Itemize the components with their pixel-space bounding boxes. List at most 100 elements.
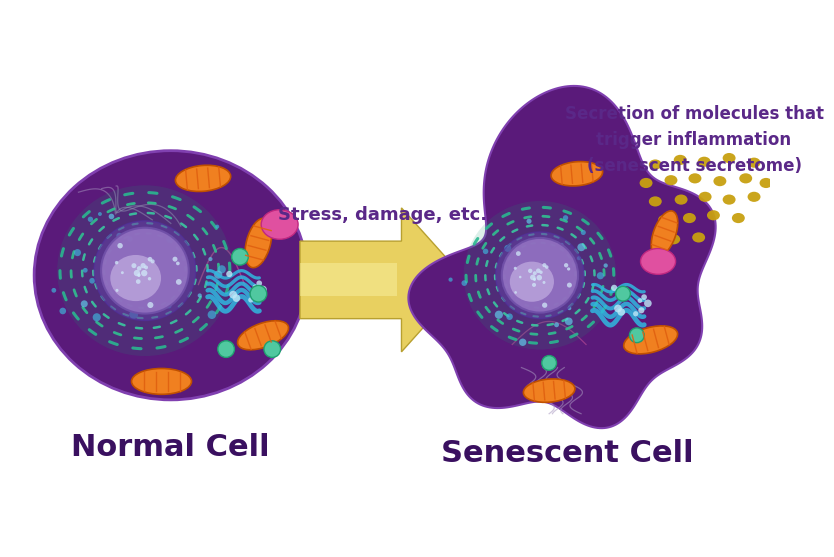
Polygon shape <box>300 208 466 352</box>
Ellipse shape <box>713 176 726 186</box>
Circle shape <box>256 280 262 286</box>
Ellipse shape <box>245 218 272 268</box>
Circle shape <box>151 260 154 263</box>
Circle shape <box>233 294 240 302</box>
Circle shape <box>115 261 118 265</box>
Ellipse shape <box>641 248 676 275</box>
Circle shape <box>136 279 141 284</box>
Circle shape <box>83 268 88 273</box>
Ellipse shape <box>674 155 686 165</box>
Circle shape <box>542 263 546 267</box>
Circle shape <box>259 286 267 294</box>
Ellipse shape <box>707 210 720 221</box>
Circle shape <box>250 285 267 302</box>
Circle shape <box>173 257 178 262</box>
Circle shape <box>229 291 237 299</box>
Circle shape <box>630 328 644 343</box>
Ellipse shape <box>101 228 188 314</box>
Circle shape <box>519 339 526 346</box>
Ellipse shape <box>732 213 745 223</box>
Circle shape <box>540 271 543 274</box>
Circle shape <box>542 355 556 370</box>
Circle shape <box>218 341 234 358</box>
Ellipse shape <box>747 158 761 168</box>
Circle shape <box>545 265 549 269</box>
Ellipse shape <box>760 178 772 188</box>
Circle shape <box>565 317 573 325</box>
Ellipse shape <box>699 192 711 202</box>
Circle shape <box>560 243 564 247</box>
Text: Stress, damage, etc.: Stress, damage, etc. <box>279 206 488 224</box>
Circle shape <box>98 212 102 216</box>
Circle shape <box>132 263 137 268</box>
Circle shape <box>137 266 142 271</box>
Circle shape <box>495 311 503 319</box>
Circle shape <box>536 275 542 280</box>
Text: Secretion of molecules that
trigger inflammation
(senescent secretome): Secretion of molecules that trigger infl… <box>565 105 823 175</box>
Circle shape <box>93 313 101 321</box>
Text: Senescent Cell: Senescent Cell <box>441 439 694 468</box>
Ellipse shape <box>624 326 677 354</box>
Ellipse shape <box>502 238 578 312</box>
Circle shape <box>176 279 182 285</box>
Circle shape <box>141 270 148 276</box>
Circle shape <box>577 243 585 251</box>
Circle shape <box>533 278 535 281</box>
Circle shape <box>483 248 489 254</box>
Ellipse shape <box>665 175 677 185</box>
Ellipse shape <box>675 194 687 204</box>
Circle shape <box>148 300 155 307</box>
Circle shape <box>117 233 123 239</box>
Text: Normal Cell: Normal Cell <box>72 433 270 462</box>
Ellipse shape <box>683 213 696 223</box>
Circle shape <box>533 271 537 275</box>
Ellipse shape <box>238 321 289 350</box>
Ellipse shape <box>698 157 711 167</box>
Ellipse shape <box>34 151 308 400</box>
Ellipse shape <box>640 178 652 188</box>
Circle shape <box>89 278 95 284</box>
Circle shape <box>215 224 219 228</box>
Polygon shape <box>300 263 397 296</box>
Circle shape <box>214 271 223 279</box>
Ellipse shape <box>110 255 161 301</box>
Circle shape <box>528 268 532 273</box>
Circle shape <box>115 289 118 292</box>
Circle shape <box>617 308 625 316</box>
Circle shape <box>249 297 254 302</box>
Circle shape <box>121 271 123 274</box>
Circle shape <box>449 277 453 282</box>
Ellipse shape <box>464 201 616 350</box>
Circle shape <box>536 268 540 273</box>
Ellipse shape <box>510 262 554 302</box>
Ellipse shape <box>132 369 192 394</box>
Circle shape <box>542 302 547 308</box>
Circle shape <box>564 263 568 267</box>
Circle shape <box>514 267 517 270</box>
Circle shape <box>505 245 511 252</box>
Ellipse shape <box>689 173 701 183</box>
Circle shape <box>218 265 226 273</box>
Circle shape <box>148 277 151 280</box>
Circle shape <box>148 257 153 262</box>
Ellipse shape <box>175 165 231 192</box>
Circle shape <box>580 230 585 235</box>
Ellipse shape <box>551 162 603 186</box>
Circle shape <box>611 285 617 291</box>
Circle shape <box>129 310 138 319</box>
Circle shape <box>253 285 258 289</box>
Circle shape <box>226 271 233 277</box>
Circle shape <box>118 243 123 248</box>
Circle shape <box>516 251 520 256</box>
Circle shape <box>567 306 571 310</box>
Circle shape <box>144 266 148 270</box>
Circle shape <box>641 294 647 300</box>
Circle shape <box>567 267 570 271</box>
Circle shape <box>140 263 146 268</box>
Circle shape <box>81 300 88 307</box>
Circle shape <box>208 257 213 261</box>
Ellipse shape <box>747 192 761 202</box>
Ellipse shape <box>667 234 681 245</box>
Circle shape <box>59 307 66 314</box>
Circle shape <box>138 273 141 277</box>
